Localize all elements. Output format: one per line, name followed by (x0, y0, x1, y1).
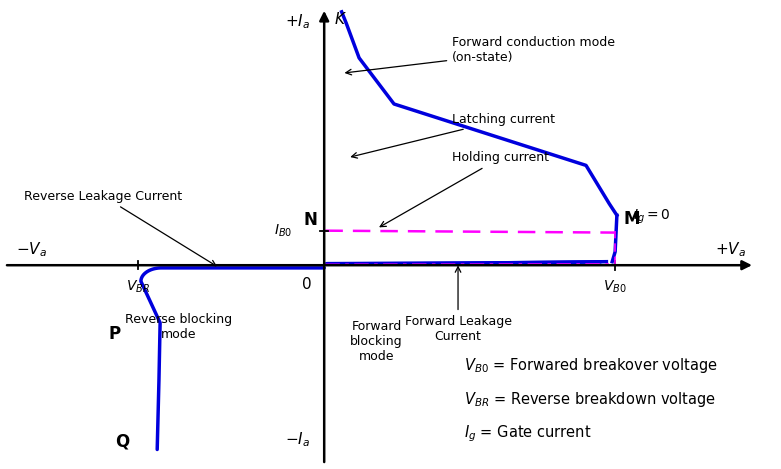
Text: K: K (335, 12, 344, 27)
Text: P: P (109, 325, 120, 343)
Text: Reverse Leakage Current: Reverse Leakage Current (24, 189, 216, 266)
Text: N: N (303, 211, 317, 229)
Text: $I_{B0}$: $I_{B0}$ (274, 222, 292, 239)
Text: $-I_a$: $-I_a$ (286, 431, 311, 449)
Text: $V_{BR}$ = Reverse breakdown voltage: $V_{BR}$ = Reverse breakdown voltage (464, 390, 716, 409)
Text: $V_{B0}$: $V_{B0}$ (603, 279, 627, 295)
Text: Latching current: Latching current (351, 113, 555, 158)
Text: Holding current: Holding current (380, 151, 549, 227)
Text: $-V_a$: $-V_a$ (16, 241, 47, 259)
Text: $V_{B0}$ = Forwared breakover voltage: $V_{B0}$ = Forwared breakover voltage (464, 356, 718, 375)
Text: Reverse blocking
mode: Reverse blocking mode (125, 313, 232, 340)
Text: $+V_a$: $+V_a$ (715, 241, 746, 259)
Text: $+I_a$: $+I_a$ (286, 12, 311, 31)
Text: M: M (624, 210, 640, 227)
Text: Forward Leakage
Current: Forward Leakage Current (405, 267, 512, 343)
Text: $V_{BR}$: $V_{BR}$ (126, 279, 150, 295)
Text: Forward conduction mode
(on-state): Forward conduction mode (on-state) (346, 36, 615, 75)
Text: Q: Q (115, 433, 130, 451)
Text: $I_g$ = Gate current: $I_g$ = Gate current (464, 424, 591, 445)
Text: 0: 0 (301, 278, 312, 293)
Text: Forward
blocking
mode: Forward blocking mode (350, 320, 403, 363)
Text: $I_g= 0$: $I_g= 0$ (633, 208, 670, 226)
